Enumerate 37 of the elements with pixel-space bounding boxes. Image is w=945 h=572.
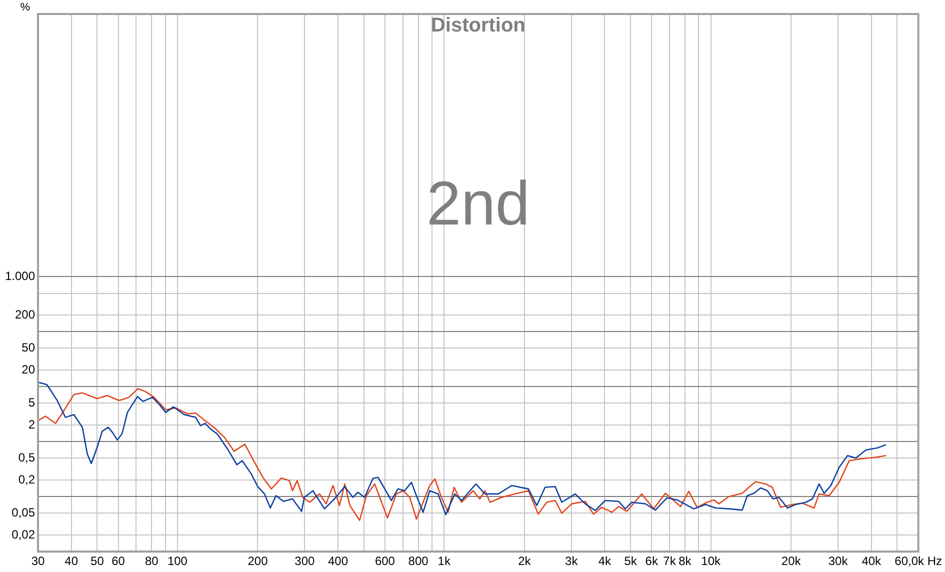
x-tick-label: 50 <box>90 554 104 568</box>
x-tick-label: 40 <box>64 554 78 568</box>
x-tick-label: 5k <box>624 554 638 568</box>
x-tick-label: 7k <box>663 554 677 568</box>
y-tick-label: 50 <box>22 340 36 355</box>
x-tick-label: 300 <box>294 554 316 568</box>
x-tick-label: 20k <box>781 554 802 568</box>
y-tick-label: 0,5 <box>18 450 36 465</box>
x-tick-label: 400 <box>328 554 348 568</box>
x-tick-label: 800 <box>408 554 429 568</box>
y-tick-label: 0,02 <box>12 527 36 542</box>
x-tick-label: 6k <box>645 554 659 568</box>
x-tick-label: 10k <box>701 554 722 568</box>
y-axis-title: % <box>20 2 30 14</box>
y-tick-label: 200 <box>15 307 36 322</box>
annotation: 2nd <box>426 170 530 239</box>
chart-title: Distortion <box>430 14 526 37</box>
y-tick-label: 2 <box>28 417 36 432</box>
y-tick-label: 0,05 <box>12 505 36 520</box>
x-tick-label: 8k <box>678 554 692 568</box>
x-tick-label: 100 <box>167 554 188 568</box>
x-tick-label: 3k <box>565 554 579 568</box>
x-tick-label: 4k <box>598 554 612 568</box>
y-tick-label: 5 <box>28 396 36 410</box>
y-tick-label: 1.000 <box>5 269 36 284</box>
x-tick-label: 30k <box>828 554 849 568</box>
x-tick-label: 30 <box>31 554 46 568</box>
x-tick-label: 2k <box>518 554 532 568</box>
y-tick-label: 0,2 <box>18 472 36 486</box>
x-tick-label: 60 <box>112 554 126 568</box>
x-tick-label: 600 <box>374 554 396 568</box>
x-tick-label: 1k <box>438 554 452 568</box>
x-tick-label: 200 <box>248 554 268 568</box>
x-tick-label: 60,0k Hz <box>894 554 942 568</box>
x-tick-label: 80 <box>144 554 159 568</box>
x-tick-label: 40k <box>862 554 882 568</box>
y-tick-label: 20 <box>22 362 36 376</box>
